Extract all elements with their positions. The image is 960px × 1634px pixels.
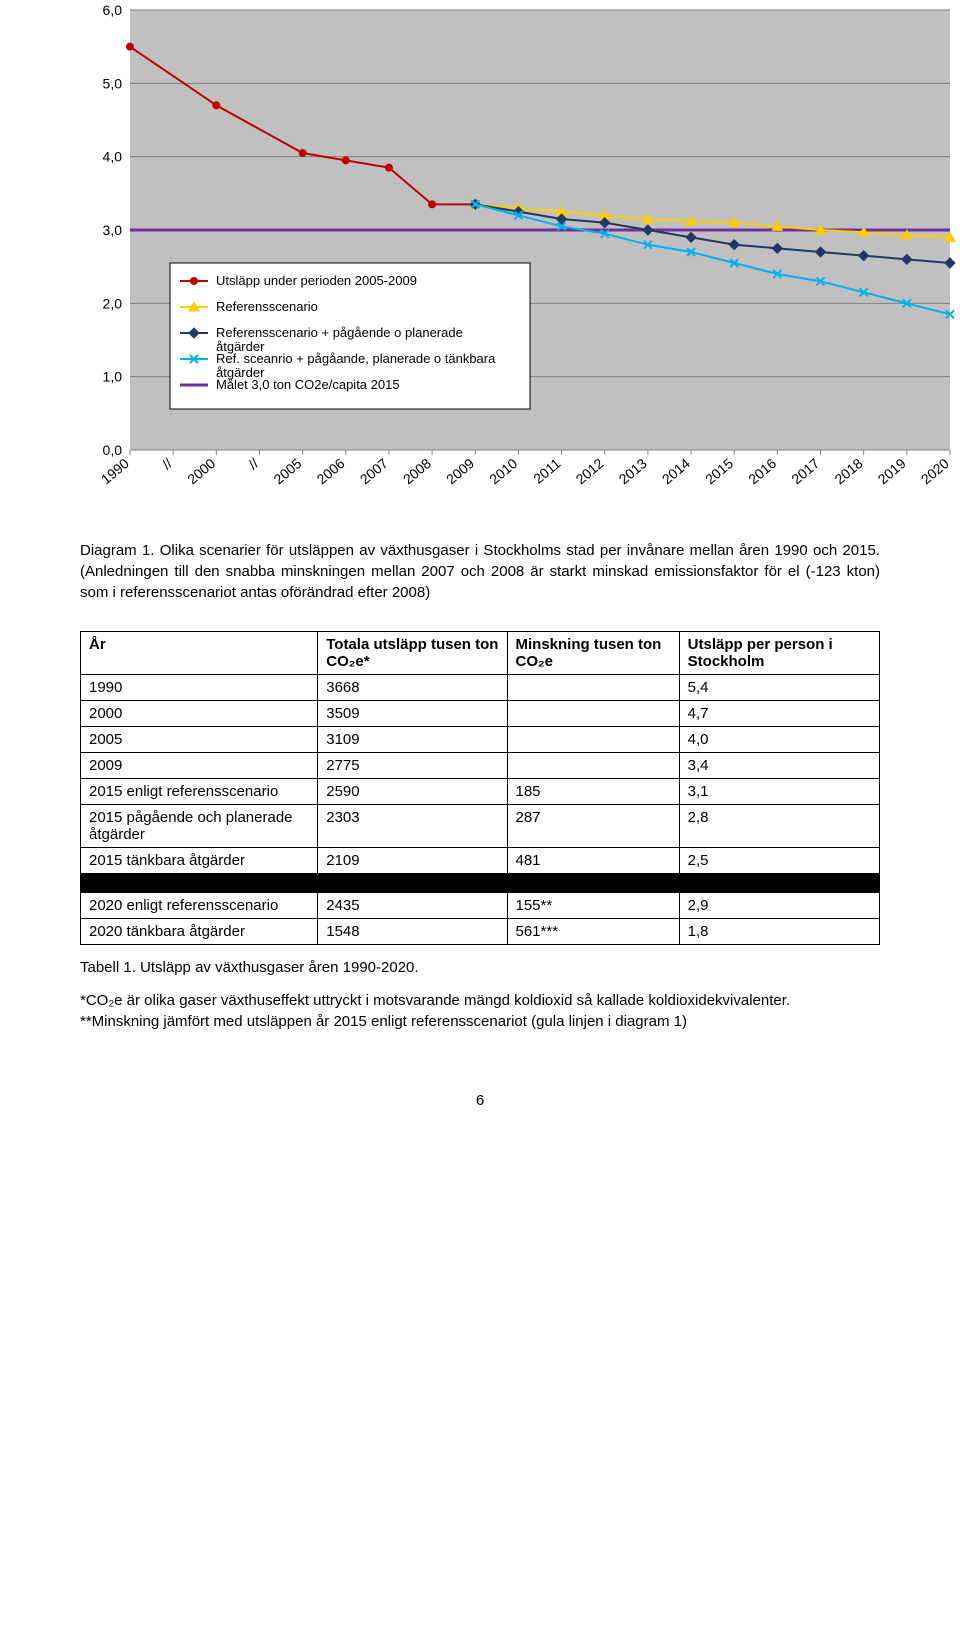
svg-text:Målet 3,0 ton CO2e/capita 2015: Målet 3,0 ton CO2e/capita 2015: [216, 377, 400, 392]
chart-container: 0,0 1,0 2,0 3,0 4,0 5,0 6,0 1990 // 2000 // 2005 200…: [80, 0, 880, 520]
table-row: 2015 enligt referensscenario25901853,1: [81, 779, 880, 805]
table-row: 2015 tänkbara åtgärder21094812,5: [81, 848, 880, 874]
svg-text:2014: 2014: [659, 455, 693, 487]
table-row: 2015 pågående och planerade åtgärder2303…: [81, 805, 880, 848]
svg-text:2010: 2010: [486, 455, 520, 487]
page-number: 6: [80, 1092, 880, 1109]
svg-text:Referensscenario + pågående o: Referensscenario + pågående o planerade: [216, 325, 463, 340]
svg-text:2018: 2018: [831, 455, 865, 487]
svg-text:2,0: 2,0: [103, 295, 123, 311]
svg-text:2008: 2008: [400, 455, 434, 487]
svg-text:2016: 2016: [745, 455, 779, 487]
table-row: 2020 enligt referensscenario2435155**2,9: [81, 893, 880, 919]
table-header: Totala utsläpp tusen ton CO₂e*: [318, 632, 507, 675]
svg-text:Referensscenario: Referensscenario: [216, 299, 318, 314]
svg-text:2000: 2000: [184, 455, 218, 487]
svg-text:2013: 2013: [616, 455, 650, 487]
table-header: Utsläpp per person i Stockholm: [679, 632, 879, 675]
svg-text:1990: 1990: [98, 455, 132, 487]
table-row: 199036685,4: [81, 675, 880, 701]
svg-text:2007: 2007: [357, 455, 391, 487]
svg-text:0,0: 0,0: [103, 442, 123, 458]
svg-text:2017: 2017: [788, 455, 822, 487]
footnote-1: *CO₂e är olika gaser växthuseffekt uttry…: [80, 990, 880, 1011]
svg-text:3,0: 3,0: [103, 222, 123, 238]
svg-text:5,0: 5,0: [103, 75, 123, 91]
svg-text:2012: 2012: [573, 455, 607, 487]
emissions-table: ÅrTotala utsläpp tusen ton CO₂e*Minsknin…: [80, 631, 880, 945]
svg-text:2019: 2019: [875, 455, 909, 487]
svg-text:4,0: 4,0: [103, 149, 123, 165]
svg-text:1,0: 1,0: [103, 369, 123, 385]
table-row: 2020 tänkbara åtgärder1548561***1,8: [81, 919, 880, 945]
svg-text:2009: 2009: [443, 455, 477, 487]
svg-text://: //: [159, 455, 175, 472]
svg-text:2006: 2006: [314, 455, 348, 487]
table-row: 200531094,0: [81, 727, 880, 753]
svg-text:2020: 2020: [918, 455, 952, 487]
table-caption: Tabell 1. Utsläpp av växthusgaser åren 1…: [80, 959, 880, 976]
table-row: 200927753,4: [81, 753, 880, 779]
table-header: Minskning tusen ton CO₂e: [507, 632, 679, 675]
svg-text:Utsläpp under perioden 2005-20: Utsläpp under perioden 2005-2009: [216, 273, 417, 288]
table-separator: [81, 874, 880, 893]
svg-text://: //: [245, 455, 261, 472]
table-row: 200035094,7: [81, 701, 880, 727]
footnote-2: **Minskning jämfört med utsläppen år 201…: [80, 1011, 880, 1032]
svg-text:2005: 2005: [270, 455, 304, 487]
svg-text:2015: 2015: [702, 455, 736, 487]
diagram-caption: Diagram 1. Olika scenarier för utsläppen…: [80, 540, 880, 603]
table-header: År: [81, 632, 318, 675]
svg-text:6,0: 6,0: [103, 2, 123, 18]
svg-text:2011: 2011: [530, 455, 564, 487]
svg-text:Ref. sceanrio + pågåande, plan: Ref. sceanrio + pågåande, planerade o tä…: [216, 351, 496, 366]
line-chart: 0,0 1,0 2,0 3,0 4,0 5,0 6,0 1990 // 2000 // 2005 200…: [80, 0, 960, 520]
